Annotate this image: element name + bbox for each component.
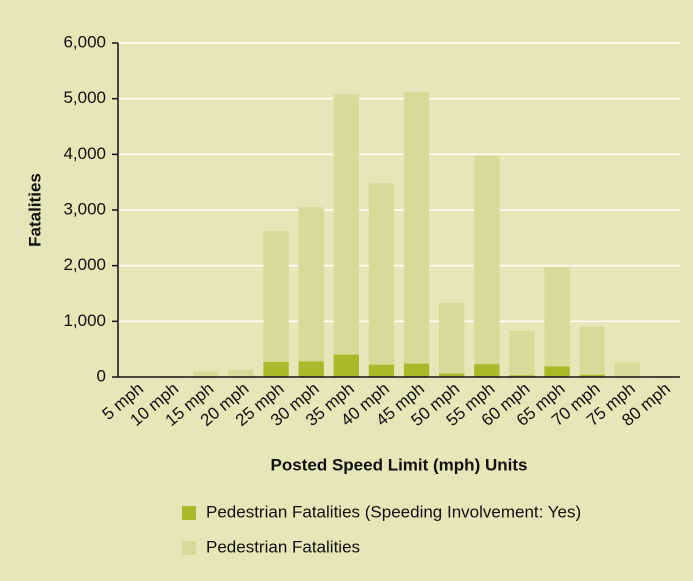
bar <box>579 326 605 377</box>
y-tick-label: 0 <box>97 366 106 385</box>
bar <box>579 374 605 377</box>
bar <box>614 362 640 377</box>
x-axis-label: Posted Speed Limit (mph) Units <box>271 455 528 474</box>
legend-swatch <box>182 506 196 520</box>
y-tick-label: 2,000 <box>63 255 106 274</box>
legend-label: Pedestrian Fatalities <box>206 537 360 556</box>
legend-swatch <box>182 541 196 555</box>
bar <box>263 361 289 377</box>
y-tick-label: 6,000 <box>63 32 106 51</box>
bar <box>263 231 289 377</box>
bar <box>403 363 430 377</box>
bar <box>193 371 219 377</box>
bar <box>439 302 465 377</box>
bar <box>228 369 254 377</box>
bar <box>333 94 359 378</box>
bar <box>544 366 570 377</box>
y-tick-label: 4,000 <box>63 144 106 163</box>
y-axis-label: Fatalities <box>25 173 44 247</box>
y-tick-label: 5,000 <box>63 88 106 107</box>
bar <box>368 183 395 377</box>
bar <box>509 330 535 377</box>
bar <box>509 375 535 377</box>
bar <box>403 91 430 377</box>
y-tick-label: 1,000 <box>63 311 106 330</box>
bar <box>544 267 570 377</box>
bar <box>298 361 324 377</box>
y-tick-label: 3,000 <box>63 199 106 218</box>
legend-label: Pedestrian Fatalities (Speeding Involvem… <box>206 502 581 521</box>
bar <box>368 364 395 377</box>
bar <box>474 155 500 377</box>
bar <box>474 364 500 377</box>
bar <box>439 373 465 377</box>
bar <box>298 207 324 377</box>
bar <box>333 354 359 377</box>
